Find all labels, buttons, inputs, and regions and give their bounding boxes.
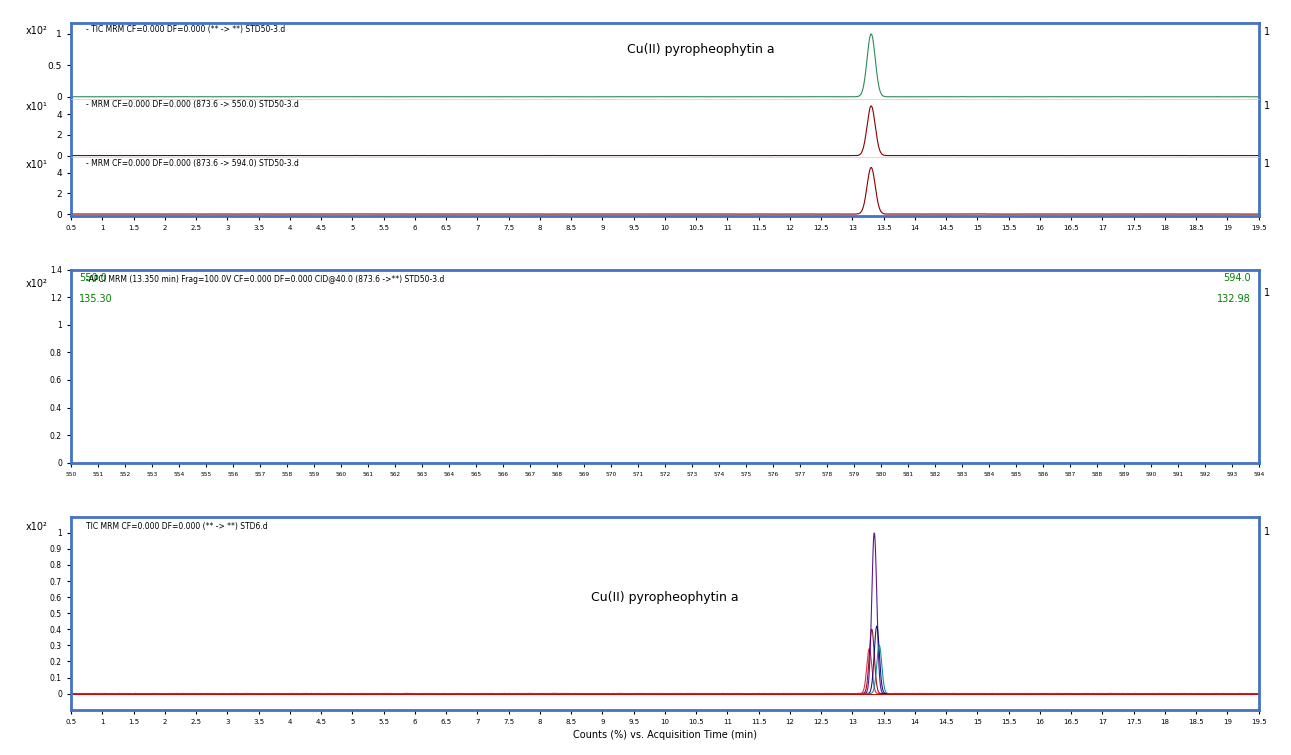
Text: TIC MRM CF=0.000 DF=0.000 (** -> **) STD6.d: TIC MRM CF=0.000 DF=0.000 (** -> **) STD… <box>86 522 269 532</box>
Text: x10²: x10² <box>26 26 48 36</box>
Text: 1: 1 <box>1264 288 1269 297</box>
Text: - TIC MRM CF=0.000 DF=0.000 (** -> **) STD50-3.d: - TIC MRM CF=0.000 DF=0.000 (** -> **) S… <box>86 25 285 34</box>
Text: x10¹: x10¹ <box>26 160 48 170</box>
Text: 594.0: 594.0 <box>1223 273 1251 282</box>
Text: -APCI MRM (13.350 min) Frag=100.0V CF=0.000 DF=0.000 CID@40.0 (873.6 ->**) STD50: -APCI MRM (13.350 min) Frag=100.0V CF=0.… <box>86 276 445 285</box>
Text: - MRM CF=0.000 DF=0.000 (873.6 -> 594.0) STD50-3.d: - MRM CF=0.000 DF=0.000 (873.6 -> 594.0)… <box>86 159 300 168</box>
Text: x10²: x10² <box>26 279 48 289</box>
Text: Cu(II) pyropheophytin a: Cu(II) pyropheophytin a <box>626 43 775 56</box>
Text: x10²: x10² <box>26 522 48 532</box>
Text: x10¹: x10¹ <box>26 102 48 112</box>
Text: - MRM CF=0.000 DF=0.000 (873.6 -> 550.0) STD50-3.d: - MRM CF=0.000 DF=0.000 (873.6 -> 550.0)… <box>86 100 300 109</box>
Text: 1: 1 <box>1264 527 1269 537</box>
Text: 1: 1 <box>1264 159 1269 169</box>
Text: Cu(II) pyropheophytin a: Cu(II) pyropheophytin a <box>591 591 738 604</box>
Text: 135.30: 135.30 <box>79 294 112 304</box>
Text: 1: 1 <box>1264 26 1269 37</box>
Text: 132.98: 132.98 <box>1217 294 1251 304</box>
Text: 1: 1 <box>1264 100 1269 111</box>
Text: 550.0: 550.0 <box>79 273 107 282</box>
X-axis label: Counts (%) vs. Acquisition Time (min): Counts (%) vs. Acquisition Time (min) <box>573 730 757 741</box>
